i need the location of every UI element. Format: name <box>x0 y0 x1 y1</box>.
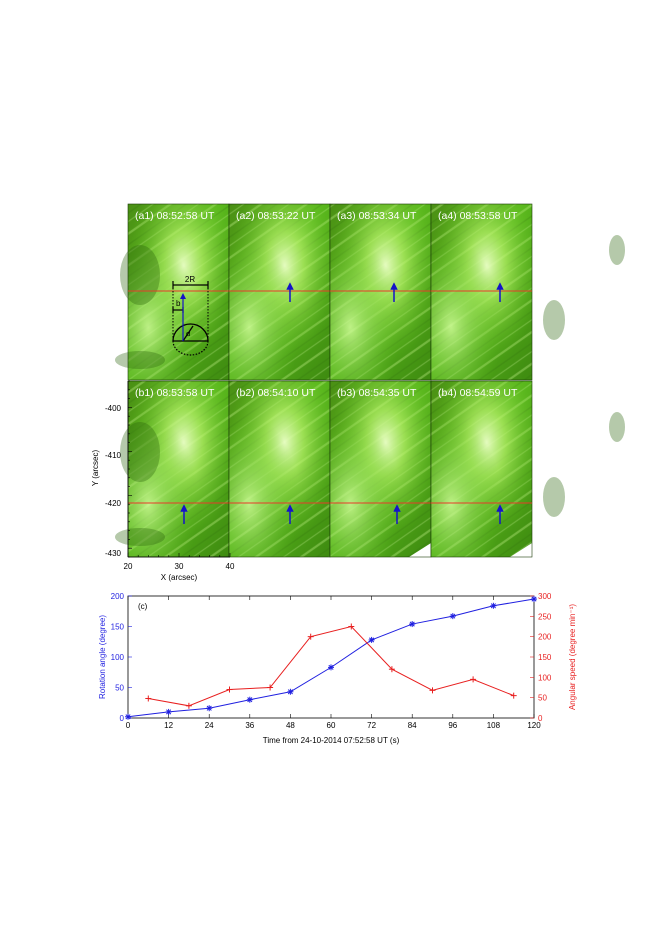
rotation-angle-point <box>449 613 456 620</box>
angular-speed-point <box>429 687 436 694</box>
schematic-diagram: 2R b α <box>172 275 209 356</box>
chart-y2-axis-title: Angular speed (degree min⁻¹) <box>568 604 577 710</box>
chart-ytick-label: 50 <box>115 684 124 693</box>
chart-xtick-label: 108 <box>487 721 501 730</box>
schematic-lower-arc <box>172 340 209 356</box>
rotation-angle-point <box>165 708 172 715</box>
angular-speed-line <box>148 625 514 707</box>
angular-speed-point <box>185 702 192 709</box>
chart-panel-label: (c) <box>138 602 148 611</box>
chart-ytick-label: 100 <box>111 653 125 662</box>
chart-frame <box>127 595 535 719</box>
chart-xtick-label: 48 <box>286 721 295 730</box>
angular-speed-point <box>226 686 233 693</box>
rotation-angle-point <box>490 602 497 609</box>
image-ytick-label: -420 <box>105 499 122 508</box>
euv-frame <box>115 203 230 381</box>
euv-frame <box>329 203 625 381</box>
image-ytick-label: -430 <box>105 549 122 558</box>
image-xtick-label: 40 <box>226 562 235 571</box>
image-y-axis-title: Y (arcsec) <box>91 450 100 487</box>
rotation-angle-point <box>125 713 131 720</box>
image-grid <box>115 203 625 558</box>
rotation-angle-point <box>287 688 294 695</box>
panel-label-b3: (b3) 08:54:35 UT <box>337 387 417 399</box>
euv-frame <box>329 380 625 558</box>
panel-label-b4: (b4) 08:54:59 UT <box>438 387 518 399</box>
chart-xtick-label: 84 <box>408 721 417 730</box>
chart-xtick-label: 24 <box>205 721 214 730</box>
chart-xtick-label: 0 <box>126 721 131 730</box>
image-axes: -400 -410 -420 -430 20 30 40 X (arcsec) … <box>91 380 235 582</box>
schematic-width-label: 2R <box>185 275 195 284</box>
chart-xtick-label: 72 <box>367 721 376 730</box>
chart-xtick-label: 96 <box>448 721 457 730</box>
angular-speed-point <box>267 684 274 691</box>
image-ytick-label: -410 <box>105 451 122 460</box>
chart-y-axis-title: Rotation angle (degree) <box>98 615 107 699</box>
chart-xtick-label: 36 <box>245 721 254 730</box>
angular-speed-point <box>145 695 152 702</box>
rotation-angle-point <box>531 596 537 603</box>
rotation-angle-point <box>328 664 334 671</box>
chart-ytick-label: 200 <box>111 592 125 601</box>
euv-frame <box>228 380 424 558</box>
angular-speed-point <box>510 692 517 699</box>
chart-xtick-label: 120 <box>527 721 541 730</box>
panel-label-a2: (a2) 08:53:22 UT <box>236 210 316 222</box>
rotation-angle-line <box>127 598 535 718</box>
chart-xtick-label: 12 <box>164 721 173 730</box>
chart-y2tick-label: 300 <box>538 592 552 601</box>
schematic-upper-arc <box>172 323 209 342</box>
chart-c: (c) 0 12 24 36 48 60 72 84 96 108 1200501001502000… <box>98 592 577 745</box>
angular-speed-point <box>348 623 355 630</box>
image-xtick-label: 30 <box>175 562 184 571</box>
chart-y2tick-label: 100 <box>538 673 552 682</box>
panel-labels: (a1) 08:52:58 UT (a2) 08:53:22 UT (a3) 0… <box>135 210 518 399</box>
image-x-axis-title: X (arcsec) <box>161 573 198 582</box>
panel-label-a3: (a3) 08:53:34 UT <box>337 210 417 222</box>
panel-label-b1: (b1) 08:53:58 UT <box>135 387 215 399</box>
rotation-angle-point <box>206 705 213 712</box>
euv-frame <box>115 380 230 558</box>
chart-ytick-label: 150 <box>111 623 125 632</box>
angular-speed-point <box>388 666 395 673</box>
rotation-angle-point <box>368 636 375 643</box>
chart-y2tick-label: 150 <box>538 653 552 662</box>
euv-frame <box>430 380 533 558</box>
chart-ytick-label: 0 <box>120 714 125 723</box>
panel-label-a1: (a1) 08:52:58 UT <box>135 210 215 222</box>
image-ytick-label: -400 <box>105 404 122 413</box>
chart-y2tick-label: 0 <box>538 714 543 723</box>
euv-frame <box>228 203 424 381</box>
angular-speed-point <box>470 676 477 683</box>
image-xtick-label: 20 <box>124 562 133 571</box>
chart-x-axis-title: Time from 24-10-2014 07:52:58 UT (s) <box>263 736 400 745</box>
chart-xtick-label: 60 <box>327 721 336 730</box>
euv-frame <box>430 203 533 381</box>
panel-label-a4: (a4) 08:53:58 UT <box>438 210 518 222</box>
rotation-angle-point <box>409 621 416 628</box>
angular-speed-point <box>307 633 314 640</box>
chart-y2tick-label: 250 <box>538 612 552 621</box>
chart-y2tick-label: 50 <box>538 694 547 703</box>
schematic-offset-label: b <box>176 299 181 308</box>
chart-y2tick-label: 200 <box>538 633 552 642</box>
panel-label-b2: (b2) 08:54:10 UT <box>236 387 316 399</box>
schematic-angle-label: α <box>186 329 191 338</box>
rotation-angle-point <box>246 696 253 703</box>
schematic-radius <box>182 325 194 342</box>
